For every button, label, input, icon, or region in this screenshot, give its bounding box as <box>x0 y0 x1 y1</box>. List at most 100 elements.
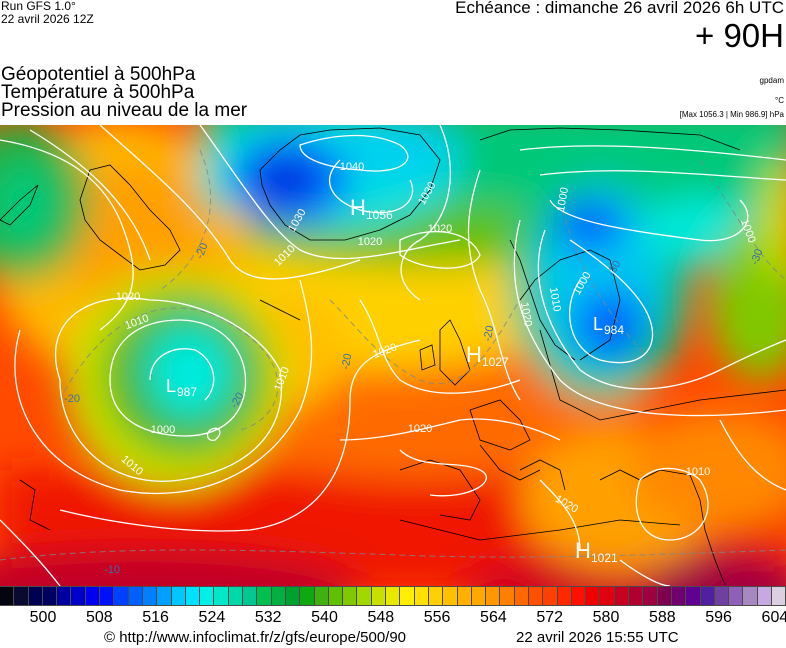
low-pressure-center: L 987 <box>166 376 197 399</box>
legend-swatch <box>400 586 415 606</box>
legend-swatch <box>357 586 372 606</box>
pressure-center-value: 1027 <box>482 355 509 369</box>
isobar-label: 1010 <box>686 466 710 478</box>
legend-swatch <box>314 586 329 606</box>
isobar-label: 1020 <box>428 223 452 235</box>
run-model-label: Run GFS 1.0° <box>1 0 76 13</box>
generated-timestamp: 22 avril 2026 15:55 UTC <box>516 629 679 646</box>
param-geopotential: Géopotentiel à 500hPa <box>1 64 196 85</box>
legend-tick-label: 572 <box>536 609 564 626</box>
pressure-center-value: 1021 <box>591 551 618 565</box>
geopotential-field <box>0 125 786 586</box>
isobar-label: 1000 <box>151 424 175 436</box>
weather-map: 1040 1030 1030 1020 1020 1010 1000 1000 1000 1010… <box>0 125 786 586</box>
legend-swatch <box>586 586 601 606</box>
forecast-valid-time: Echéance : dimanche 26 avril 2026 6h UTC <box>455 0 784 17</box>
isotherm-label: -20 <box>194 241 211 260</box>
pressure-center-value: 987 <box>177 385 197 399</box>
legend-swatch <box>443 586 458 606</box>
legend-tick-label: 604 <box>761 609 786 626</box>
isotherm-labels: -20-20 -20-20-20-30-30-10 <box>64 241 765 576</box>
pressure-center-symbol: H <box>575 538 591 563</box>
legend-swatch <box>243 586 258 606</box>
legend-tick-label: 524 <box>198 609 226 626</box>
legend-swatch <box>700 586 715 606</box>
legend-tick-label: 548 <box>367 609 395 626</box>
unit-pressure-range: [Max 1056.3 | Min 986.9] hPa <box>679 110 784 119</box>
color-scale-legend <box>0 586 786 607</box>
legend-swatch <box>643 586 658 606</box>
legend-swatch <box>614 586 630 606</box>
legend-tick-label: 556 <box>423 609 451 626</box>
legend-swatch <box>371 586 387 606</box>
run-date-label: 22 avril 2026 12Z <box>1 12 94 26</box>
legend-swatch <box>57 586 72 606</box>
legend-swatch <box>271 586 286 606</box>
legend-swatch <box>629 586 644 606</box>
legend-swatch <box>171 586 186 606</box>
legend-swatch <box>128 586 143 606</box>
param-mslp: Pression au niveau de la mer <box>1 100 248 121</box>
legend-swatch <box>328 586 344 606</box>
isobar-label: 1020 <box>518 301 534 327</box>
pressure-center-symbol: L <box>593 314 603 334</box>
unit-geopotential: gpdam <box>759 76 784 85</box>
legend-tick-label: 532 <box>254 609 282 626</box>
isobar-label: 1000 <box>555 186 571 212</box>
legend-swatch <box>386 586 401 606</box>
legend-swatch <box>214 586 229 606</box>
isobar-label: 1040 <box>340 161 364 173</box>
unit-temperature: °C <box>775 96 784 105</box>
map-canvas: 1040103010301020102010101000100010001010… <box>0 125 786 586</box>
legend-swatch <box>71 586 86 606</box>
legend-swatch <box>428 586 444 606</box>
legend-swatch <box>0 586 15 606</box>
legend-swatch <box>757 586 773 606</box>
legend-tick-label: 516 <box>142 609 169 626</box>
legend-swatch <box>743 586 758 606</box>
legend-swatch <box>528 586 544 606</box>
legend-tick-label: 580 <box>592 609 620 626</box>
legend-swatch <box>414 586 429 606</box>
legend-swatch <box>657 586 672 606</box>
legend-swatch <box>457 586 472 606</box>
isotherm-label: -10 <box>104 564 120 576</box>
source-url: © http://www.infoclimat.fr/z/gfs/europe/… <box>104 629 407 646</box>
isotherm-label: -30 <box>749 247 766 266</box>
legend-tick-label: 540 <box>311 609 338 626</box>
low-pressure-center: L 984 <box>593 314 624 337</box>
pressure-center-value: 1056 <box>366 208 393 222</box>
legend-swatch <box>543 586 558 606</box>
legend-swatch <box>28 586 43 606</box>
isobar-label: 1020 <box>116 291 140 303</box>
legend-swatch <box>300 586 315 606</box>
color-scale-ticks: 500 508 516 524 532 540 548 556 564 572 580 588 596 6… <box>0 609 786 629</box>
legend-swatch <box>600 586 615 606</box>
legend-swatch <box>100 586 115 606</box>
legend-swatch <box>228 586 244 606</box>
isobar-label: 1020 <box>358 236 382 248</box>
high-pressure-center: H 1021 <box>575 538 618 565</box>
isobars <box>0 125 786 586</box>
legend-swatch <box>42 586 58 606</box>
legend-swatch <box>285 586 301 606</box>
legend-swatch <box>142 586 158 606</box>
legend-swatch <box>486 586 501 606</box>
legend-swatch <box>114 586 129 606</box>
pressure-center-symbol: H <box>466 342 482 367</box>
isotherm-label: -20 <box>340 353 355 371</box>
legend-tick-label: 596 <box>705 609 732 626</box>
isobar-label: 1020 <box>408 423 432 435</box>
legend-swatch <box>686 586 701 606</box>
isobar-label: 1010 <box>547 286 563 312</box>
legend-swatch <box>514 586 529 606</box>
legend-swatch <box>343 586 358 606</box>
isotherm-label: -20 <box>64 393 80 405</box>
forecast-horizon: + 90H <box>695 17 784 54</box>
legend-swatch <box>729 586 744 606</box>
legend-swatch <box>257 586 272 606</box>
legend-swatch <box>85 586 101 606</box>
legend-swatch <box>185 586 201 606</box>
legend-swatch <box>557 586 572 606</box>
